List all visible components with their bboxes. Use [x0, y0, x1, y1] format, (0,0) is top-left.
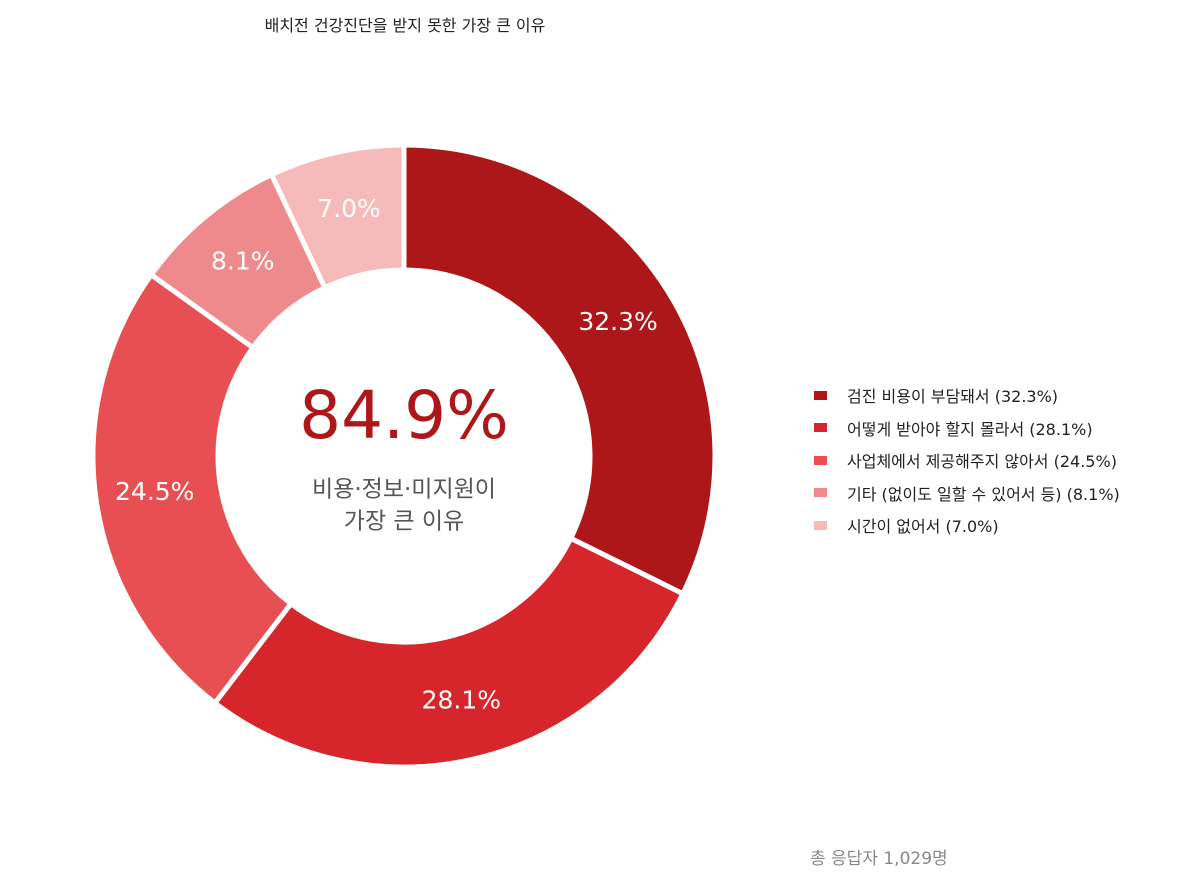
slice-value-label-4: 8.1% — [211, 246, 275, 275]
donut-slice-2 — [211, 535, 687, 770]
donut-slice-5 — [268, 142, 407, 292]
slice-value-label-1: 32.3% — [578, 307, 657, 336]
donut-slice-labels: 32.3% 28.1% 24.5% 8.1% 7.0% — [115, 194, 658, 714]
legend-item-1: 검진 비용이 부담돼서 (32.3%) — [814, 379, 1120, 412]
legend-swatch-4 — [814, 488, 827, 498]
legend-label-5: 시간이 없어서 (7.0%) — [847, 517, 999, 537]
legend-label-3: 사업체에서 제공해주지 않아서 (24.5%) — [847, 452, 1117, 472]
legend-item-2: 어떻게 받아야 할지 몰라서 (28.1%) — [814, 412, 1120, 445]
legend-swatch-3 — [814, 455, 827, 465]
slice-value-label-3: 24.5% — [115, 477, 194, 506]
slice-value-label-2: 28.1% — [422, 685, 501, 714]
legend-label-1: 검진 비용이 부담돼서 (32.3%) — [847, 387, 1059, 407]
legend-swatch-5 — [814, 520, 827, 530]
center-caption-line-2: 가장 큰 이유 — [344, 509, 464, 535]
legend-item-5: 시간이 없어서 (7.0%) — [814, 509, 1120, 542]
center-caption-line-1: 비용·정보·미지원이 — [312, 477, 496, 503]
legend-label-4: 기타 (없이도 일할 수 있어서 등) (8.1%) — [847, 484, 1120, 504]
legend-label-2: 어떻게 받아야 할지 몰라서 (28.1%) — [847, 419, 1093, 439]
center-value: 84.9% — [299, 377, 509, 454]
legend-item-4: 기타 (없이도 일할 수 있어서 등) (8.1%) — [814, 477, 1120, 510]
donut-slice-1 — [401, 142, 718, 598]
legend-swatch-2 — [814, 423, 827, 433]
legend-item-3: 사업체에서 제공해주지 않아서 (24.5%) — [814, 444, 1120, 477]
chart-title: 배치전 건강진단을 받지 못한 가장 큰 이유 — [264, 16, 546, 35]
total-respondents: 총 응답자 1,029명 — [810, 849, 948, 869]
donut-slices — [90, 142, 718, 770]
donut-slice-3 — [90, 271, 295, 707]
slice-value-label-5: 7.0% — [317, 194, 381, 223]
legend-swatch-1 — [814, 390, 827, 400]
legend: 검진 비용이 부담돼서 (32.3%) 어떻게 받아야 할지 몰라서 (28.1%… — [814, 379, 1120, 542]
